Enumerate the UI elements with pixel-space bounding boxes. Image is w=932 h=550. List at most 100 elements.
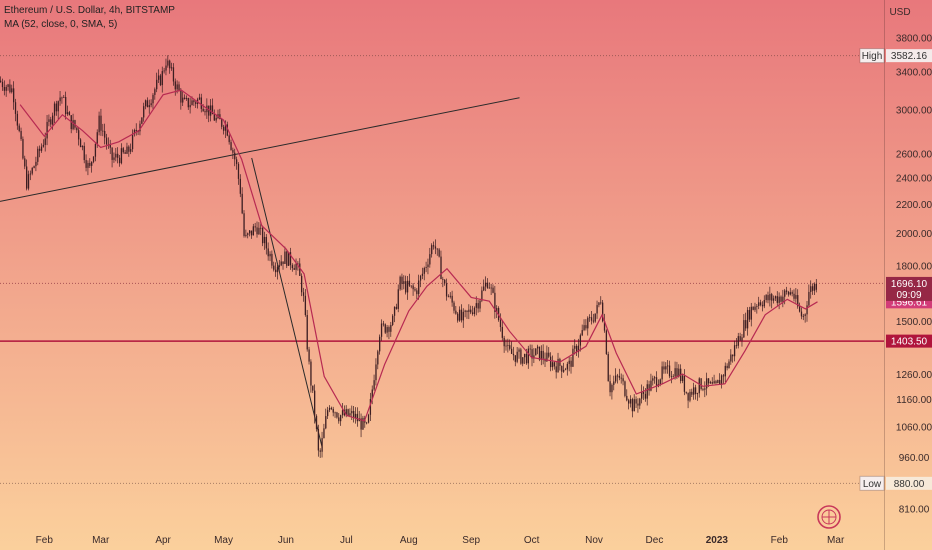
candle-body (470, 309, 472, 313)
candle-body (87, 162, 89, 168)
candle (813, 282, 816, 295)
candle (139, 120, 141, 136)
y-tick-label: 3800.00 (896, 34, 932, 45)
candle-body (11, 88, 13, 93)
candle (791, 290, 793, 297)
candle-body (406, 280, 409, 293)
candle-body (22, 139, 24, 159)
candle-body (423, 267, 425, 274)
candle-body (765, 295, 767, 300)
candle-body (737, 336, 739, 346)
candle-body (118, 157, 121, 164)
candle (78, 127, 80, 146)
candle-body (219, 114, 221, 120)
candle (317, 424, 320, 457)
candle-body (628, 400, 630, 404)
candle-body (733, 345, 736, 357)
candle-body (245, 234, 247, 236)
candle (609, 374, 611, 397)
candle-body (440, 256, 442, 280)
candle-body (105, 137, 108, 145)
candle (261, 225, 264, 247)
candle-body (187, 98, 189, 108)
candle (494, 285, 496, 319)
candle (598, 301, 600, 308)
candle (503, 335, 505, 353)
candle (564, 367, 567, 371)
candle (5, 84, 7, 97)
candle-body (53, 103, 56, 116)
candle-body (574, 345, 576, 349)
candle (98, 111, 100, 136)
candle-body (706, 378, 708, 389)
candle-body (79, 139, 82, 148)
candle-body (237, 164, 240, 179)
candle (128, 145, 130, 157)
candle-body (711, 382, 713, 384)
candle (533, 348, 535, 364)
candle-body (810, 286, 812, 292)
candle (605, 329, 608, 355)
candle-body (782, 296, 784, 302)
candle-body (213, 114, 215, 121)
candle (574, 339, 576, 355)
candle (434, 239, 437, 255)
candle (633, 394, 635, 412)
y-tick-label: 1800.00 (896, 261, 932, 272)
candle (81, 145, 84, 151)
candle (382, 320, 385, 327)
candle (377, 349, 379, 370)
candle (356, 407, 359, 427)
candle (193, 99, 195, 106)
candle-body (109, 144, 111, 148)
candle-body (412, 285, 414, 290)
candle (687, 392, 689, 409)
x-tick-label: Mar (827, 535, 845, 546)
candle (815, 278, 817, 293)
candle (273, 261, 275, 272)
candle (159, 73, 162, 87)
candle (102, 123, 104, 137)
candle (330, 406, 333, 411)
support-label-value: 1403.50 (891, 337, 928, 348)
chart-title: Ethereum / U.S. Dollar, 4h, BITSTAMP (4, 5, 175, 16)
candle (741, 334, 743, 347)
candle (144, 99, 147, 110)
candle (195, 100, 197, 108)
candle-body (739, 336, 741, 341)
candle-body (784, 290, 786, 297)
candle-body (633, 399, 635, 412)
candle-body (351, 410, 353, 414)
candle-body (730, 354, 732, 362)
candle-body (445, 283, 448, 297)
candle-body (228, 135, 230, 143)
support-label-bg (886, 334, 932, 348)
candle-body (505, 345, 507, 347)
candle (72, 113, 74, 131)
candle-body (655, 377, 658, 387)
candle-body (429, 254, 431, 265)
candle-body (392, 315, 394, 325)
candle-body (581, 330, 583, 336)
candle (635, 396, 637, 408)
candle (780, 295, 782, 303)
candle (3, 80, 6, 96)
candle-body (234, 152, 236, 160)
candle-body (130, 149, 132, 152)
candle-body (193, 100, 195, 103)
candle (455, 305, 457, 315)
candle-body (533, 355, 535, 359)
candle-body (221, 119, 223, 127)
candle-body (748, 309, 751, 320)
candle-body (386, 327, 388, 333)
candle-body (174, 81, 176, 90)
candle-body (678, 368, 680, 377)
candle (180, 88, 182, 110)
candle (416, 288, 418, 300)
candle (390, 321, 392, 337)
candle-body (743, 320, 745, 338)
candle (76, 127, 78, 133)
candle-body (172, 67, 175, 82)
candle-body (299, 263, 301, 276)
